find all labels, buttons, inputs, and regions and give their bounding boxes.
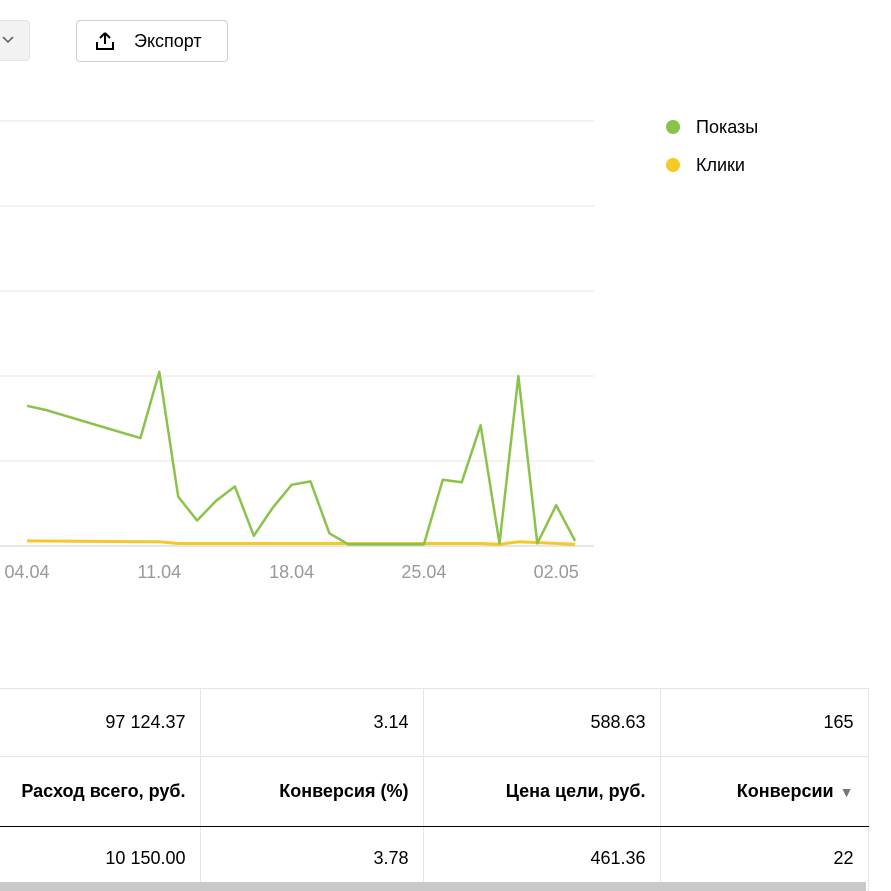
goal-price-cell: 461.36 [423,826,661,891]
table-header-row: Расход всего, руб. Конверсия (%) Цена це… [0,756,869,827]
x-tick-label: 02.05 [534,562,579,582]
chart-legend: Показы Клики [666,115,758,191]
header-conversion-rate[interactable]: Конверсия (%) [200,756,424,827]
header-goal-price[interactable]: Цена цели, руб. [423,756,661,827]
series-line-impressions [26,370,577,546]
x-tick-label: 18.04 [269,562,314,582]
header-goal-price-label: Цена цели, руб. [505,781,646,801]
series-line-clicks [26,539,576,546]
header-conversion-rate-label: Конверсия (%) [279,781,409,801]
horizontal-scrollbar[interactable] [0,882,866,891]
header-conversions-label: Конверсии [736,781,834,801]
header-conversions[interactable]: Конверсии ▼ [660,756,869,827]
period-dropdown-button[interactable] [0,20,30,61]
impressions-clicks-line-chart: 04.04 11.04 18.04 25.04 02.05 [0,120,594,582]
conversions-cell: 22 [660,826,869,891]
upload-icon [96,32,114,50]
header-cost[interactable]: Расход всего, руб. [0,756,201,827]
x-tick-label: 11.04 [137,562,181,582]
statistics-table: 97 124.37 3.14 588.63 165 Расход всего, … [0,688,869,891]
header-cost-label: Расход всего, руб. [21,781,186,801]
x-tick-label: 04.04 [4,562,49,582]
chevron-down-icon [2,36,14,44]
total-goal-price-cell: 588.63 [423,688,661,757]
legend-label-impressions: Показы [696,116,759,137]
table-row: 10 150.00 3.78 461.36 22 [0,826,869,891]
total-conversions-cell: 165 [660,688,869,757]
total-conversion-rate-cell: 3.14 [200,688,424,757]
totals-row: 97 124.37 3.14 588.63 165 [0,688,869,757]
x-tick-label: 25.04 [401,562,446,582]
export-button[interactable]: Экспорт [76,20,228,62]
legend-item-clicks[interactable]: Клики [666,153,758,177]
legend-item-impressions[interactable]: Показы [666,115,758,139]
sort-desc-icon[interactable]: ▼ [839,784,854,800]
cost-cell: 10 150.00 [0,826,201,891]
legend-label-clicks: Клики [696,154,745,175]
total-cost-cell: 97 124.37 [0,688,201,757]
conversion-rate-cell: 3.78 [200,826,424,891]
legend-dot-clicks [666,158,680,172]
legend-dot-impressions [666,120,680,134]
export-button-label: Экспорт [134,31,202,51]
